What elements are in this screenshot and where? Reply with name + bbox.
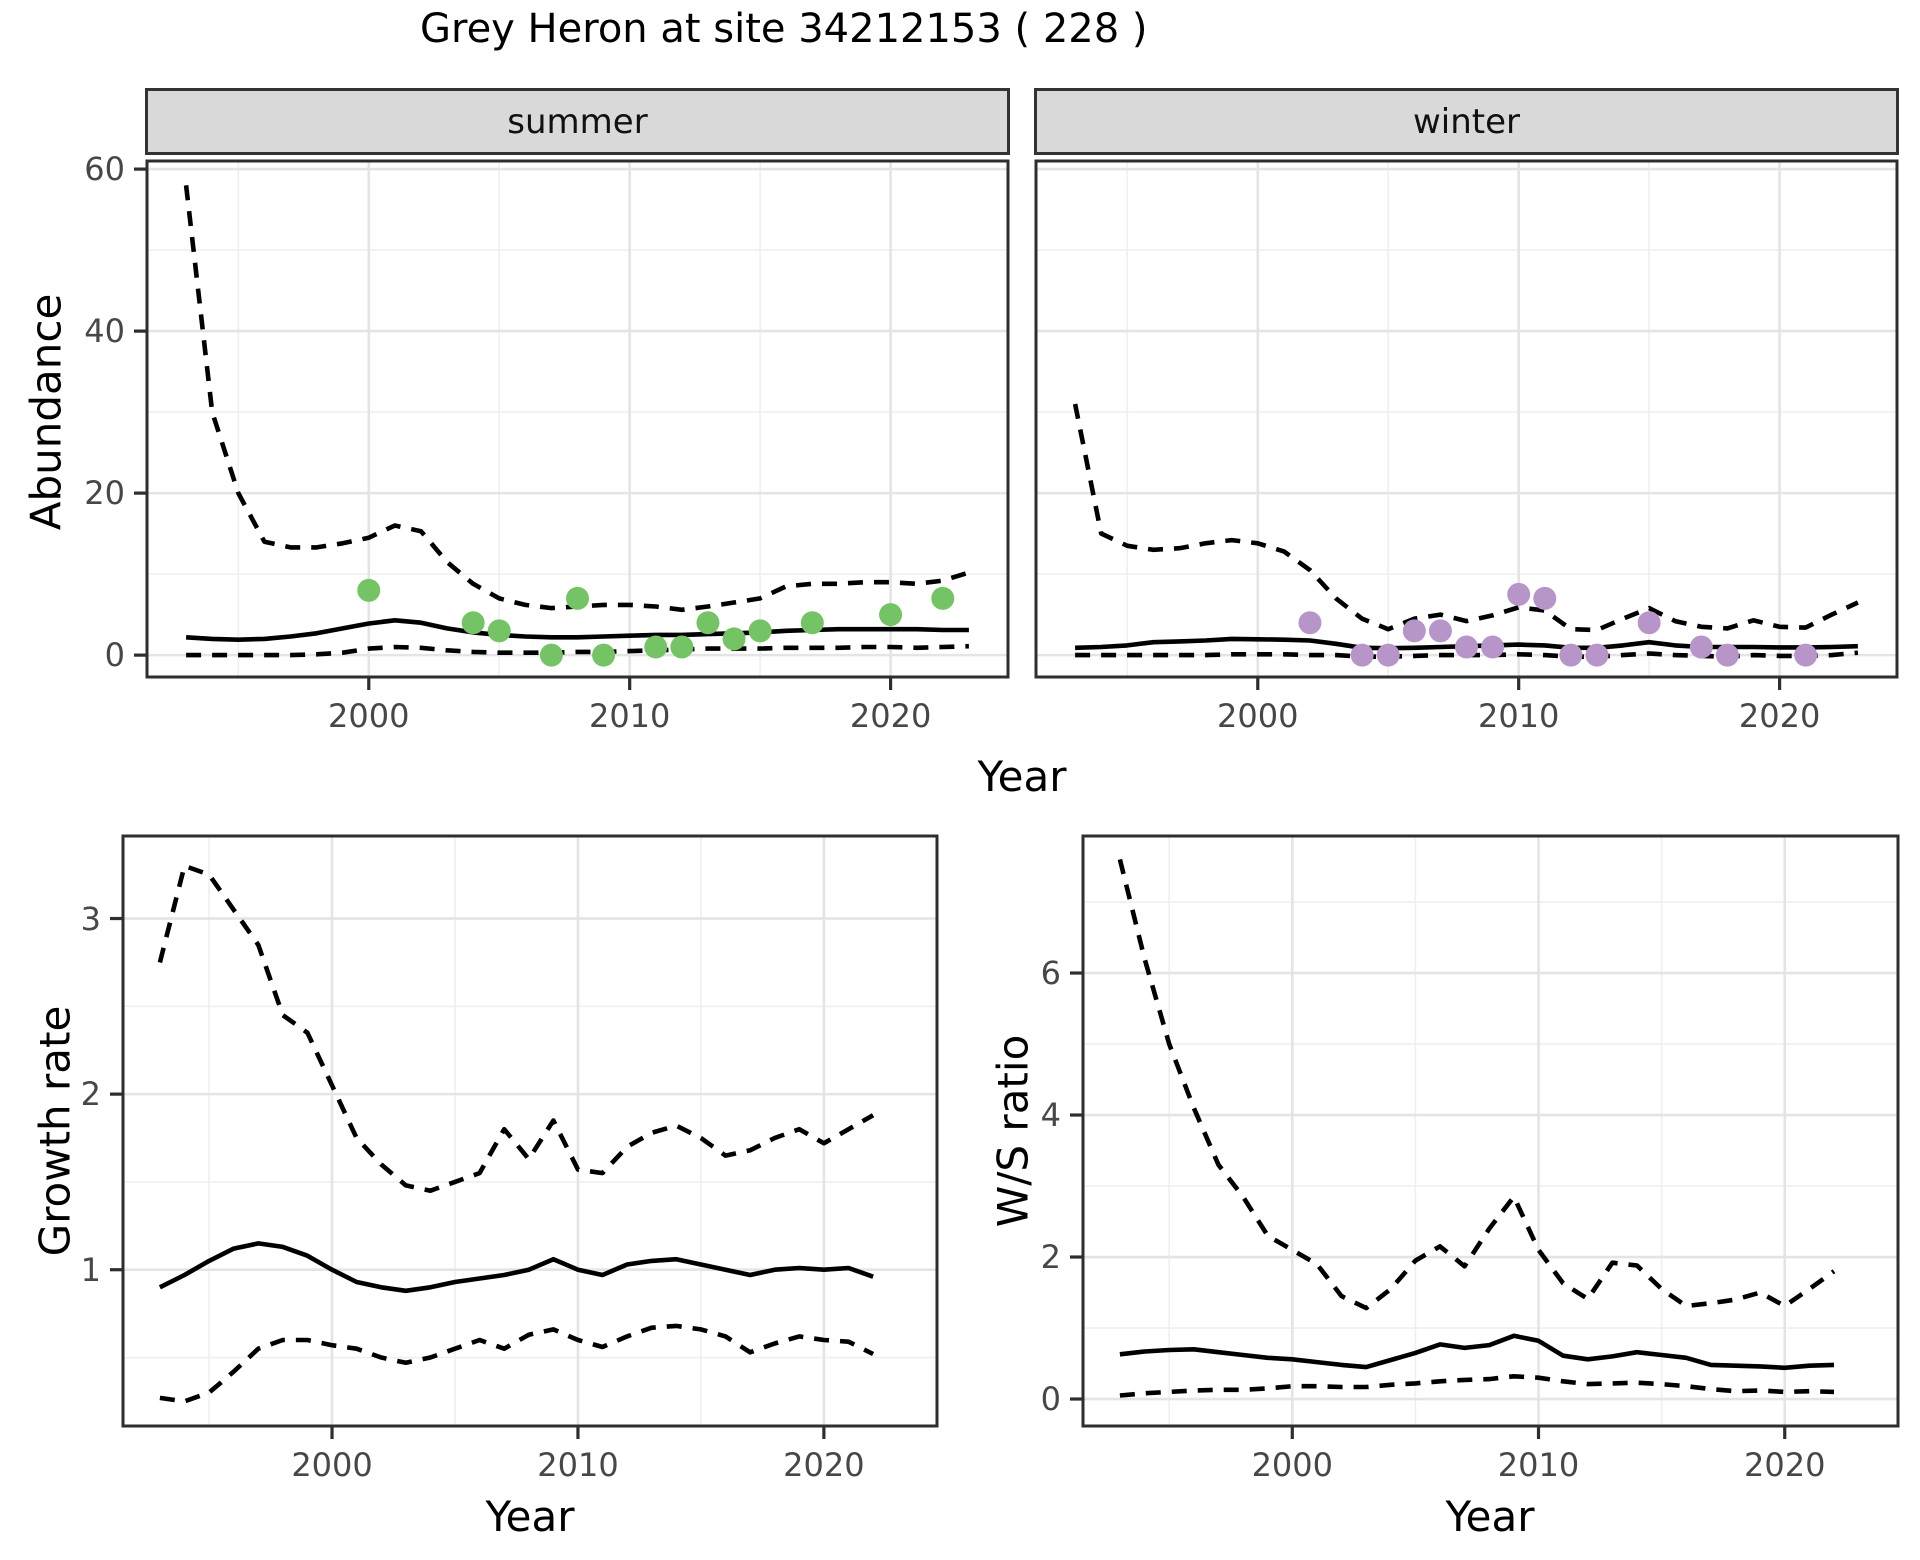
x-tick-label: 2010 <box>537 1446 619 1484</box>
ci-lower-line <box>159 1323 875 1404</box>
data-point <box>748 619 772 643</box>
panel-border <box>1081 834 1900 1428</box>
facet-strip-winter-label: winter <box>1412 101 1521 142</box>
ci-upper-line <box>1072 403 1859 633</box>
y-tick-label: 6 <box>1040 954 1061 993</box>
data-point <box>1507 582 1531 606</box>
data-point <box>539 643 563 667</box>
facet-strip-summer-label: summer <box>507 101 648 142</box>
x-tick-label: 2010 <box>1497 1446 1580 1484</box>
x-tick-label: 2010 <box>588 697 671 735</box>
data-point <box>1350 643 1374 667</box>
data-point <box>931 586 955 610</box>
estimate-line <box>1119 1333 1835 1371</box>
y-tick-label: 1 <box>80 1250 101 1289</box>
x-tick-label: 2010 <box>1477 697 1560 735</box>
facet-strip-summer: summer <box>145 88 1010 155</box>
data-point <box>696 611 720 635</box>
x-axis-title-year-growth: Year <box>485 1492 575 1541</box>
ci-upper-line <box>1117 858 1836 1311</box>
x-tick-label: 2020 <box>1744 1446 1826 1484</box>
y-tick-label: 60 <box>84 150 125 189</box>
panel-border <box>1034 159 1899 679</box>
data-point <box>1533 586 1557 610</box>
y-tick-label: 2 <box>1040 1238 1061 1277</box>
data-point <box>592 643 616 667</box>
facet-strip-winter: winter <box>1034 88 1899 155</box>
panel-border <box>121 834 939 1428</box>
x-tick-label: 2000 <box>328 697 410 735</box>
y-tick-label: 0 <box>104 636 125 675</box>
y-tick-label: 20 <box>84 474 125 513</box>
x-tick-label: 2020 <box>849 697 932 735</box>
estimate-line <box>185 617 969 643</box>
data-point <box>487 619 511 643</box>
data-point <box>461 611 485 635</box>
data-point <box>1637 611 1661 635</box>
estimate-line <box>158 1241 874 1294</box>
data-point <box>1428 619 1452 643</box>
data-point <box>1715 643 1739 667</box>
data-point <box>1402 619 1426 643</box>
y-tick-label: 40 <box>84 312 125 351</box>
x-axis-title-year-ws: Year <box>1445 1492 1535 1541</box>
data-point <box>357 578 381 602</box>
x-tick-label: 2020 <box>783 1446 865 1484</box>
data-point <box>1298 611 1322 635</box>
data-point <box>1689 635 1713 659</box>
data-point <box>1376 643 1400 667</box>
x-axis-title-year-top: Year <box>977 752 1067 801</box>
data-point <box>644 635 668 659</box>
data-point <box>566 586 589 610</box>
y-tick-label: 3 <box>80 899 101 938</box>
data-point <box>1585 643 1609 667</box>
data-point <box>879 603 903 627</box>
plot-title: Grey Heron at site 34212153 ( 228 ) <box>420 6 1148 52</box>
data-point <box>1481 635 1505 659</box>
panel-background <box>1083 836 1898 1426</box>
y-axis-title-growth-rate: Growth rate <box>30 1005 80 1257</box>
ci-lower-line <box>186 643 969 658</box>
data-point <box>1455 635 1478 659</box>
x-tick-label: 2000 <box>1251 1446 1333 1484</box>
y-tick-label: 4 <box>1040 1096 1061 1135</box>
data-point <box>800 611 824 635</box>
data-point <box>1794 643 1818 667</box>
y-tick-label: 2 <box>80 1075 101 1114</box>
data-point <box>1559 643 1583 667</box>
x-tick-label: 2000 <box>291 1446 373 1484</box>
panel-background <box>1036 161 1897 677</box>
y-tick-label: 0 <box>1040 1380 1061 1419</box>
x-tick-label: 2020 <box>1738 697 1821 735</box>
x-tick-label: 2000 <box>1217 697 1299 735</box>
panel-border <box>145 159 1010 679</box>
ci-upper-line <box>157 863 875 1193</box>
data-point <box>670 635 694 659</box>
data-point <box>722 627 746 651</box>
